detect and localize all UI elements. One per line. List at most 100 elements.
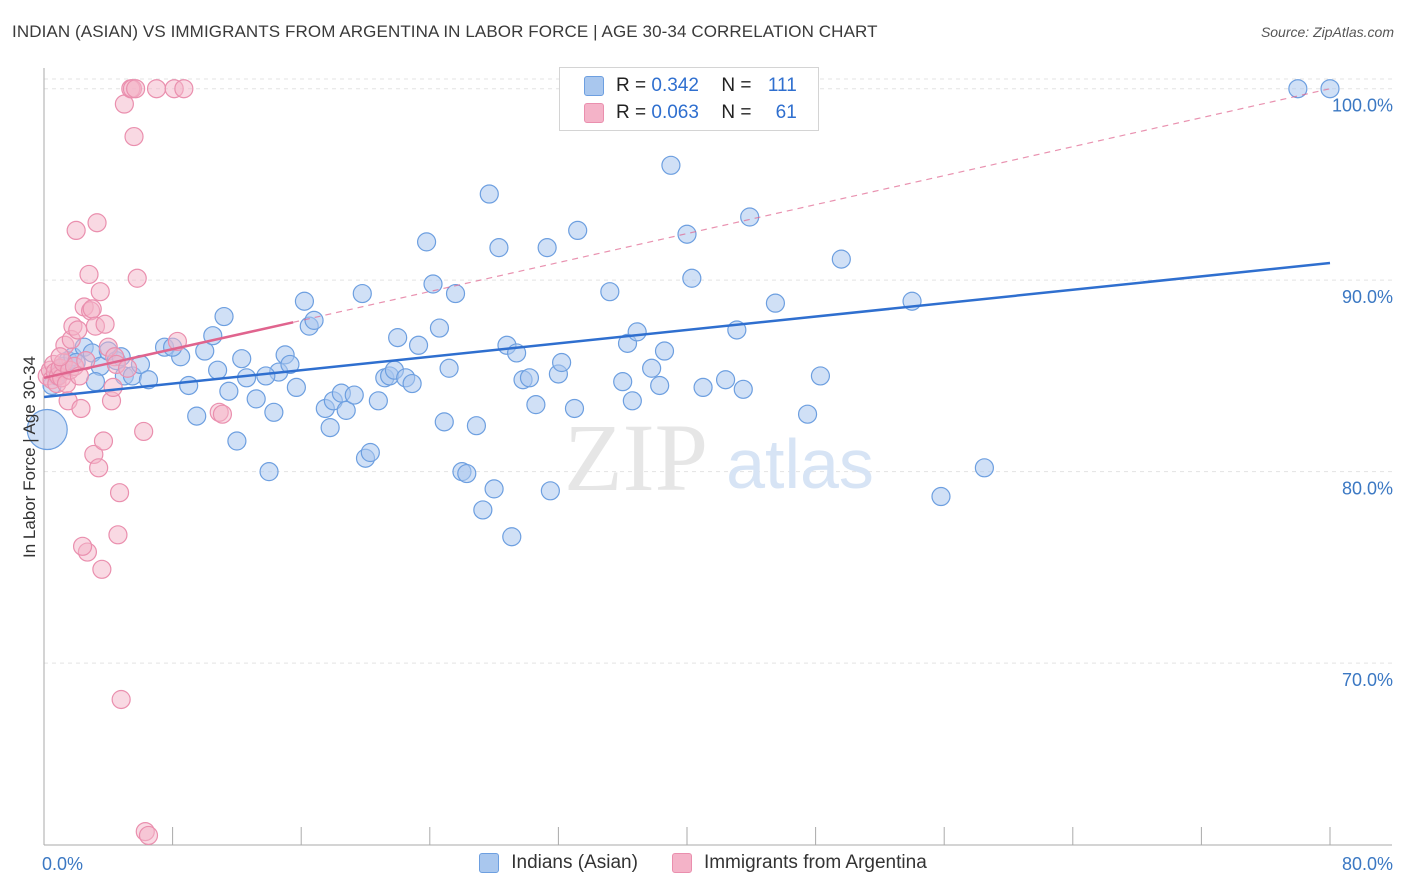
- data-point-indians: [568, 220, 588, 241]
- data-point-indians: [388, 328, 408, 348]
- legend-r-value: 0.063: [651, 102, 699, 123]
- trend-line-argentina: [43, 321, 294, 380]
- data-point-argentina: [126, 79, 146, 99]
- data-point-indians: [408, 335, 429, 355]
- data-point-indians: [797, 404, 818, 424]
- trend-lines: [43, 88, 1331, 399]
- legend-r-value: 0.342: [651, 75, 699, 96]
- correlation-legend: R = 0.342 N = 111 R = 0.063 N = 61: [559, 67, 819, 131]
- data-point-argentina: [95, 314, 115, 334]
- legend-row-argentina: R = 0.063 N = 61: [584, 100, 797, 126]
- data-point-indians: [352, 283, 372, 304]
- data-point-argentina: [71, 398, 91, 419]
- legend-n-label: N =: [721, 102, 752, 123]
- data-point-indians: [336, 400, 356, 420]
- data-point-argentina: [146, 79, 167, 99]
- source-credit: Source: ZipAtlas.com: [1260, 24, 1394, 40]
- data-point-argentina: [134, 421, 154, 442]
- data-point-indians: [831, 249, 851, 269]
- data-point-indians: [810, 366, 831, 386]
- legend-item-argentina[interactable]: Immigrants from Argentina: [671, 852, 927, 874]
- data-point-indians: [733, 379, 753, 399]
- data-point-indians: [227, 431, 247, 451]
- data-point-indians: [368, 391, 388, 411]
- axes: [43, 68, 1392, 846]
- y-tick-label: 70.0%: [1342, 670, 1393, 690]
- data-point-argentina: [72, 536, 93, 556]
- tick-labels: In Labor Force | Age 30-34 100.0% 90.0% 80.…: [20, 96, 1393, 874]
- legend-item-indians[interactable]: Indians (Asian): [479, 852, 638, 874]
- watermark-atlas: atlas: [726, 425, 874, 503]
- data-point-argentina: [79, 264, 99, 285]
- data-point-indians: [661, 155, 681, 175]
- data-point-argentina: [111, 689, 131, 710]
- data-point-indians: [304, 310, 324, 330]
- trend-line-argentina-extended: [293, 88, 1331, 323]
- data-point-argentina: [109, 483, 130, 503]
- chart-title: INDIAN (ASIAN) VS IMMIGRANTS FROM ARGENT…: [12, 22, 878, 41]
- data-point-indians: [423, 274, 443, 294]
- data-point-indians: [187, 406, 207, 426]
- data-point-indians: [445, 283, 466, 304]
- data-point-indians: [715, 370, 736, 390]
- data-point-indians: [473, 500, 493, 520]
- data-point-indians: [320, 418, 340, 438]
- data-point-indians: [466, 416, 487, 436]
- data-point-indians: [280, 354, 300, 375]
- data-point-indians: [294, 291, 315, 311]
- data-point-argentina: [87, 213, 107, 233]
- data-point-indians: [682, 268, 702, 288]
- data-point-indians: [654, 341, 675, 361]
- data-point-indians: [179, 375, 199, 396]
- watermark-zip: ZIP: [564, 404, 708, 511]
- series-legend: Indians (Asian) Immigrants from Argentin…: [0, 852, 1406, 874]
- x-tick-label: 0.0%: [42, 854, 83, 874]
- series-immigrants-argentina: [37, 79, 233, 846]
- data-point-indians: [613, 372, 633, 392]
- y-axis-label: In Labor Force | Age 30-34: [20, 356, 39, 558]
- data-point-argentina: [68, 320, 88, 340]
- data-point-indians: [360, 442, 380, 463]
- data-point-indians: [434, 412, 454, 432]
- data-point-indians: [519, 368, 540, 388]
- data-point-indians: [264, 402, 284, 422]
- data-point-argentina: [138, 825, 159, 846]
- data-point-indians: [627, 322, 647, 342]
- data-point-indians: [484, 479, 504, 499]
- legend-swatch-pink: [671, 853, 692, 873]
- data-point-argentina: [127, 268, 147, 288]
- data-point-indians: [1288, 79, 1308, 99]
- data-point-indians: [677, 224, 697, 244]
- data-point-argentina: [108, 525, 128, 545]
- legend-label-argentina: Immigrants from Argentina: [703, 852, 927, 873]
- data-point-indians: [138, 370, 159, 390]
- legend-swatch-blue: [584, 76, 604, 96]
- data-point-indians: [416, 232, 437, 252]
- data-point-indians: [236, 368, 257, 388]
- data-point-indians: [564, 398, 585, 419]
- legend-r-label: R =: [616, 102, 647, 123]
- data-point-indians: [537, 238, 557, 258]
- data-point-indians: [740, 207, 760, 227]
- y-tick-label: 80.0%: [1342, 479, 1393, 499]
- legend-swatch-pink: [584, 103, 604, 123]
- data-point-indians: [246, 389, 266, 409]
- data-point-indians: [219, 381, 239, 401]
- data-point-indians: [479, 184, 499, 204]
- data-point-indians: [214, 306, 234, 327]
- data-point-argentina: [93, 431, 114, 451]
- watermark: ZIP atlas: [564, 404, 874, 511]
- data-point-argentina: [174, 79, 194, 99]
- data-point-indians: [974, 458, 994, 478]
- data-point-indians: [526, 395, 546, 415]
- legend-n-value: 111: [767, 75, 797, 96]
- data-point-indians: [26, 408, 68, 451]
- data-point-indians: [402, 373, 422, 394]
- data-point-argentina: [90, 282, 110, 302]
- data-point-indians: [429, 318, 450, 338]
- legend-row-indians: R = 0.342 N = 111: [584, 73, 797, 99]
- legend-r-label: R =: [616, 75, 647, 96]
- data-point-indians: [765, 293, 786, 313]
- legend-swatch-blue: [479, 853, 500, 873]
